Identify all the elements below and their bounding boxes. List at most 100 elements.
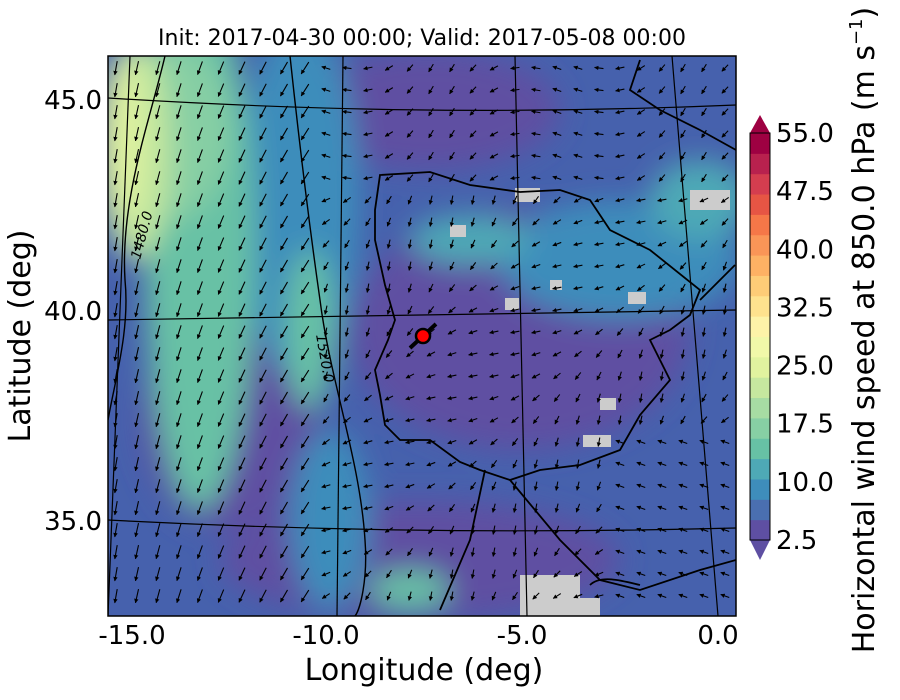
wind-arrow xyxy=(701,63,707,73)
wind-arrow xyxy=(259,281,267,295)
wind-arrow xyxy=(113,237,118,252)
wind-arrow xyxy=(342,197,352,203)
wind-arrow xyxy=(238,479,246,493)
wind-arrow xyxy=(489,285,499,291)
x-tick-label: -5.0 xyxy=(497,621,548,651)
wind-arrow xyxy=(363,505,373,511)
wind-arrow xyxy=(280,589,288,603)
wind-arrow xyxy=(701,371,706,381)
colorbar-segment xyxy=(750,214,770,236)
wind-arrow xyxy=(321,65,331,70)
colorbar: 2.5 10.0 17.5 25.0 32.5 40.0 47.5 55.0 Horizont… xyxy=(749,7,882,653)
wind-arrow xyxy=(155,193,161,208)
wind-arrow xyxy=(175,215,182,230)
colorbar-segment xyxy=(750,417,770,439)
wind-arrow xyxy=(323,393,329,403)
wind-arrow xyxy=(113,479,118,494)
wind-arrow xyxy=(175,369,182,384)
wind-arrow xyxy=(175,457,182,472)
wind-arrow xyxy=(552,285,562,291)
wind-arrow xyxy=(553,196,561,204)
wind-arrow xyxy=(721,130,729,138)
wind-arrow xyxy=(701,261,707,271)
wind-arrow xyxy=(238,435,246,449)
wind-arrow xyxy=(552,263,562,269)
wind-arrow xyxy=(449,151,455,161)
wind-arrow xyxy=(217,413,225,427)
wind-arrow xyxy=(259,303,267,317)
wind-arrow xyxy=(238,545,246,559)
wind-arrow xyxy=(259,325,267,339)
wind-arrow xyxy=(531,87,541,93)
wind-arrow xyxy=(321,484,331,489)
wind-arrow xyxy=(489,175,499,181)
colorbar-segment xyxy=(750,519,770,541)
wind-arrow xyxy=(175,589,182,604)
wind-arrow xyxy=(596,503,602,513)
wind-arrow xyxy=(386,591,392,601)
colorbar-segment xyxy=(750,478,770,500)
wind-arrow xyxy=(134,171,140,186)
wind-arrow xyxy=(113,127,118,142)
wind-arrow xyxy=(134,589,140,604)
wind-arrow xyxy=(491,547,497,557)
wind-arrow xyxy=(323,371,328,381)
wind-arrow xyxy=(658,284,666,292)
wind-arrow xyxy=(113,83,118,98)
wind-arrow xyxy=(155,457,161,472)
wind-arrow xyxy=(552,87,562,92)
wind-arrow xyxy=(280,171,288,185)
wind-arrow xyxy=(196,391,203,405)
wind-arrow xyxy=(553,570,561,578)
wind-arrow xyxy=(510,153,520,159)
wind-arrow xyxy=(720,505,730,511)
wind-arrow xyxy=(280,127,288,141)
wind-arrow xyxy=(385,372,393,380)
wind-arrow xyxy=(384,65,394,71)
wind-arrow xyxy=(573,285,583,291)
wind-arrow xyxy=(113,105,118,120)
wind-arrow xyxy=(407,591,412,601)
wind-arrow xyxy=(300,281,310,295)
wind-arrow xyxy=(533,437,539,447)
wind-arrow xyxy=(363,65,373,71)
wind-arrow xyxy=(280,83,288,97)
wind-arrow xyxy=(300,127,310,141)
wind-arrow xyxy=(134,479,140,494)
wind-arrow xyxy=(428,591,434,601)
wind-arrow xyxy=(217,281,225,295)
colorbar-tick-label: 2.5 xyxy=(776,526,817,556)
wind-arrow xyxy=(428,151,434,161)
wind-arrow xyxy=(322,438,330,446)
wind-arrow xyxy=(280,479,288,493)
wind-arrow xyxy=(155,501,161,516)
wind-arrow xyxy=(155,589,161,604)
colorbar-tick-label: 55.0 xyxy=(776,119,834,149)
wind-arrow xyxy=(134,303,140,318)
wind-arrow xyxy=(617,349,623,359)
wind-arrow xyxy=(342,87,352,93)
wind-arrow xyxy=(259,171,267,185)
wind-arrow xyxy=(196,369,203,383)
wind-arrow xyxy=(428,63,434,73)
wind-arrow xyxy=(342,109,352,115)
wind-arrow xyxy=(468,395,478,401)
wind-arrow xyxy=(596,437,602,447)
wind-arrow xyxy=(323,283,329,293)
wind-arrow xyxy=(134,457,140,472)
wind-arrow xyxy=(426,417,436,423)
wind-arrow xyxy=(470,591,475,601)
wind-arrow xyxy=(491,525,497,535)
wind-arrow xyxy=(512,547,517,557)
wind-arrow xyxy=(573,593,583,599)
wind-arrow xyxy=(321,550,331,555)
wind-arrow xyxy=(428,261,433,271)
wind-arrow xyxy=(344,327,350,337)
y-tick-label: 45.0 xyxy=(44,86,102,116)
wind-arrow xyxy=(134,347,140,362)
wind-arrow xyxy=(196,303,203,317)
wind-arrow xyxy=(175,523,182,538)
wind-arrow xyxy=(491,217,497,227)
wind-arrow xyxy=(449,173,455,183)
wind-arrow xyxy=(596,393,601,403)
